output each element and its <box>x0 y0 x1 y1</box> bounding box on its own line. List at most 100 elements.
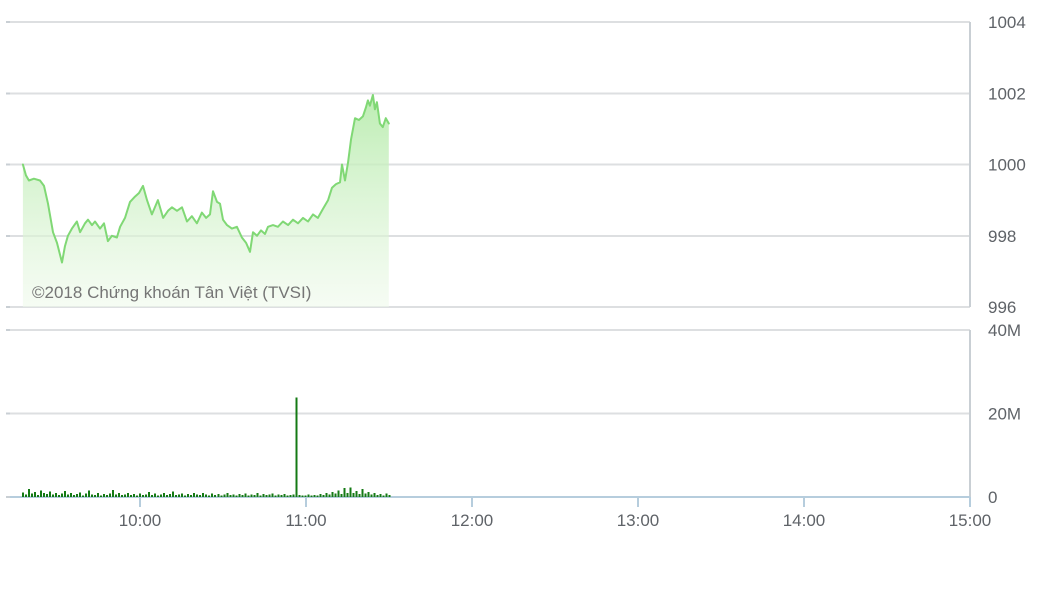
volume-bar <box>187 494 190 497</box>
volume-bar <box>139 493 142 497</box>
volume-bar <box>97 493 100 497</box>
volume-bar <box>178 494 181 497</box>
volume-bar <box>127 492 130 497</box>
volume-bar <box>106 494 109 497</box>
time-axis-label: 15:00 <box>949 511 992 530</box>
volume-bar <box>286 495 289 497</box>
volume-bar <box>364 493 367 497</box>
volume-bar <box>154 493 157 497</box>
volume-bar <box>250 494 253 497</box>
volume-bar <box>109 493 112 497</box>
price-line <box>21 94 390 264</box>
volume-bar <box>346 492 349 497</box>
volume-bar <box>304 495 307 497</box>
volume-bar <box>220 495 223 497</box>
volume-bar <box>289 494 292 497</box>
volume-bar <box>244 493 247 497</box>
price-axis-label: 1002 <box>988 84 1026 103</box>
volume-bar <box>340 494 343 497</box>
volume-bar <box>217 494 220 497</box>
volume-bar <box>25 494 27 497</box>
volume-bar <box>190 494 193 497</box>
volume-bar <box>295 397 298 497</box>
volume-bar <box>316 495 319 497</box>
volume-bar <box>214 494 217 497</box>
volume-bar <box>184 495 187 497</box>
volume-bar <box>136 495 139 497</box>
volume-bar <box>151 494 154 497</box>
volume-bar <box>343 488 346 497</box>
volume-bar <box>82 495 84 497</box>
price-panel <box>10 21 971 308</box>
volume-bar <box>175 494 178 497</box>
volume-bar <box>229 494 232 497</box>
volume-bar <box>103 494 106 497</box>
volume-bar <box>88 490 91 497</box>
volume-bar <box>85 493 87 497</box>
volume-bar <box>181 493 184 497</box>
volume-bar <box>208 495 211 497</box>
time-axis-label: 11:00 <box>285 511 326 530</box>
volume-bar <box>199 494 202 497</box>
volume-bar <box>298 494 301 497</box>
volume-bar <box>34 492 36 497</box>
volume-bar <box>313 494 316 497</box>
volume-bar <box>145 494 148 497</box>
volume-bar <box>334 493 337 497</box>
volume-bar <box>49 491 51 497</box>
volume-bar <box>211 493 214 497</box>
volume-bar <box>193 493 196 497</box>
time-axis-label: 12:00 <box>451 511 494 530</box>
volume-bar <box>349 487 352 497</box>
volume-bar <box>223 494 226 497</box>
volume-bar <box>331 492 334 497</box>
volume-bar <box>157 495 160 497</box>
volume-bar <box>169 494 172 497</box>
price-axis-label: 998 <box>988 227 1016 246</box>
volume-bar <box>367 492 370 497</box>
volume-bar <box>301 495 304 497</box>
volume-bar <box>91 494 94 497</box>
volume-bar <box>196 494 199 497</box>
volume-bar <box>307 494 310 497</box>
volume-bar <box>205 494 208 497</box>
volume-bar <box>52 494 54 497</box>
volume-bar <box>163 493 166 497</box>
volume-bar <box>172 491 175 497</box>
axes-layer: 1004 1002 1000 998 996 40M 20M 0 10:00 11:00 12:00… <box>6 13 1026 530</box>
volume-bar <box>271 493 274 497</box>
volume-bar <box>94 494 97 497</box>
volume-bar <box>61 493 63 497</box>
volume-bar <box>31 493 33 497</box>
volume-bar <box>292 494 295 497</box>
volume-bar <box>118 493 121 497</box>
volume-bar <box>325 493 328 497</box>
volume-bar <box>232 494 235 497</box>
price-area-fill <box>22 95 389 307</box>
price-axis-label: 1004 <box>988 13 1026 32</box>
volume-bar <box>79 492 81 497</box>
time-axis-label: 13:00 <box>617 511 660 530</box>
volume-bar <box>376 494 379 497</box>
volume-bar <box>310 495 313 497</box>
volume-bar <box>133 494 136 497</box>
volume-bar <box>58 494 60 497</box>
volume-bar <box>124 494 127 497</box>
volume-bar <box>373 493 376 497</box>
price-axis-label: 1000 <box>988 156 1026 175</box>
volume-bar <box>73 494 75 497</box>
volume-bar <box>274 495 277 497</box>
volume-bar <box>328 494 331 497</box>
volume-bar <box>256 493 259 497</box>
volume-bar <box>238 494 241 497</box>
volume-bar <box>265 494 268 497</box>
time-axis-label: 14:00 <box>783 511 826 530</box>
volume-bar <box>358 494 361 497</box>
volume-bar <box>43 493 45 497</box>
volume-axis-label: 20M <box>988 405 1021 424</box>
volume-bar <box>235 495 238 497</box>
volume-bar <box>115 494 118 497</box>
volume-bar <box>55 492 57 497</box>
